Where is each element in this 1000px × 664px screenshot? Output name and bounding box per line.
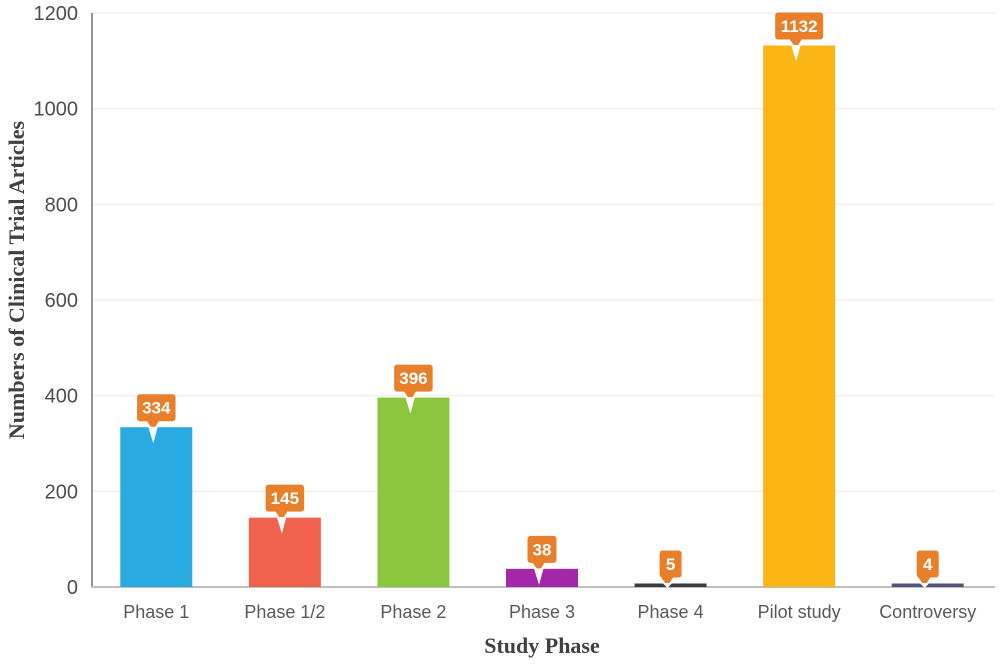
callout-pointer-controversy xyxy=(917,576,931,587)
data-label-value-phase-4: 5 xyxy=(666,555,675,574)
bar-controversy xyxy=(891,583,964,587)
data-label-callout-phase-2 xyxy=(394,364,433,392)
data-label-value-phase-2: 396 xyxy=(399,369,427,388)
bar-phase-2 xyxy=(377,397,450,587)
callout-pointer-notch-phase-1 xyxy=(148,426,158,444)
data-label-callout-phase-1 xyxy=(137,394,176,422)
data-label-value-phase-1-2: 145 xyxy=(271,489,299,508)
callout-pointer-phase-1 xyxy=(146,420,160,431)
callout-pointer-notch-controversy xyxy=(919,583,930,588)
y-tick-label-400: 400 xyxy=(45,386,78,408)
callout-pointer-notch-pilot-study xyxy=(791,45,801,62)
data-label-callout-phase-1-2 xyxy=(265,484,305,512)
callout-pointer-notch-phase-4 xyxy=(662,583,673,588)
x-category-label-phase-1: Phase 1 xyxy=(123,602,189,622)
data-label-callout-phase-4 xyxy=(659,550,682,578)
bar-phase-4 xyxy=(634,583,707,587)
x-category-label-phase-1-2: Phase 1/2 xyxy=(244,602,325,622)
callout-pointer-notch-phase-1-2 xyxy=(276,517,287,534)
y-tick-label-0: 0 xyxy=(67,577,78,599)
x-category-label-phase-4: Phase 4 xyxy=(638,602,704,622)
y-tick-label-200: 200 xyxy=(45,481,78,503)
callout-pointer-phase-4 xyxy=(660,576,674,587)
x-category-label-controversy: Controversy xyxy=(879,602,976,622)
callout-pointer-phase-2 xyxy=(403,390,417,401)
data-label-value-pilot-study: 1132 xyxy=(781,17,818,36)
x-category-label-phase-2: Phase 2 xyxy=(380,602,446,622)
data-label-value-phase-1: 334 xyxy=(142,399,171,418)
callout-pointer-notch-phase-3 xyxy=(534,568,544,585)
data-label-callout-controversy xyxy=(916,550,939,578)
data-label-callout-pilot-study xyxy=(775,12,824,40)
x-category-label-phase-3: Phase 3 xyxy=(509,602,575,622)
data-label-value-phase-3: 38 xyxy=(533,540,552,559)
data-label-value-controversy: 4 xyxy=(923,555,933,574)
x-category-label-pilot-study: Pilot study xyxy=(758,602,841,622)
callout-pointer-phase-1-2 xyxy=(274,510,288,521)
bar-phase-3 xyxy=(506,568,578,587)
y-tick-label-600: 600 xyxy=(45,290,78,312)
x-axis-title: Study Phase xyxy=(484,633,600,658)
y-axis-title: Numbers of Clinical Trial Articles xyxy=(4,120,29,439)
callout-pointer-pilot-study xyxy=(789,38,803,49)
callout-pointer-notch-phase-2 xyxy=(405,397,415,414)
bar-phase-1-2 xyxy=(248,517,321,587)
callout-pointer-phase-3 xyxy=(532,561,545,572)
data-label-callout-phase-3 xyxy=(527,535,557,563)
y-tick-label-1000: 1000 xyxy=(34,99,79,121)
bar-phase-1 xyxy=(120,427,193,587)
bar-pilot-study xyxy=(763,45,836,587)
y-tick-label-1200: 1200 xyxy=(34,3,79,25)
y-tick-label-800: 800 xyxy=(45,194,78,216)
